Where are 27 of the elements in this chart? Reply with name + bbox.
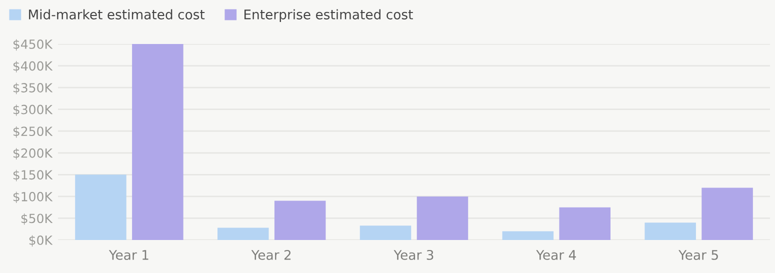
legend-label: Enterprise estimated cost [244, 9, 413, 22]
bar [702, 188, 753, 240]
legend-label: Mid-market estimated cost [29, 9, 205, 20]
bar [274, 200, 326, 240]
y-tick-label: $400K [13, 61, 53, 72]
bar [75, 174, 126, 240]
y-tick-label: $0K [29, 235, 53, 247]
bar [132, 44, 184, 240]
x-tick-label: Year 4 [536, 250, 576, 260]
y-tick-label: $50K [21, 213, 53, 225]
bar [502, 231, 554, 240]
y-tick-label: $150K [13, 170, 53, 182]
y-tick-label: $450K [13, 39, 53, 51]
bar [559, 207, 611, 240]
x-tick-label: Year 5 [678, 250, 718, 260]
y-tick-label: $350K [13, 82, 53, 94]
x-tick-label: Year 1 [108, 250, 148, 260]
y-tick-label: $300K [13, 104, 53, 116]
bar [644, 222, 696, 240]
y-tick-label: $100K [13, 192, 53, 204]
x-tick-label: Year 3 [394, 250, 434, 260]
bar [217, 228, 269, 240]
y-tick-label: $250K [13, 126, 53, 138]
bar [416, 196, 468, 240]
bar [360, 226, 412, 240]
x-tick-label: Year 2 [251, 250, 291, 260]
y-tick-label: $200K [13, 148, 53, 160]
